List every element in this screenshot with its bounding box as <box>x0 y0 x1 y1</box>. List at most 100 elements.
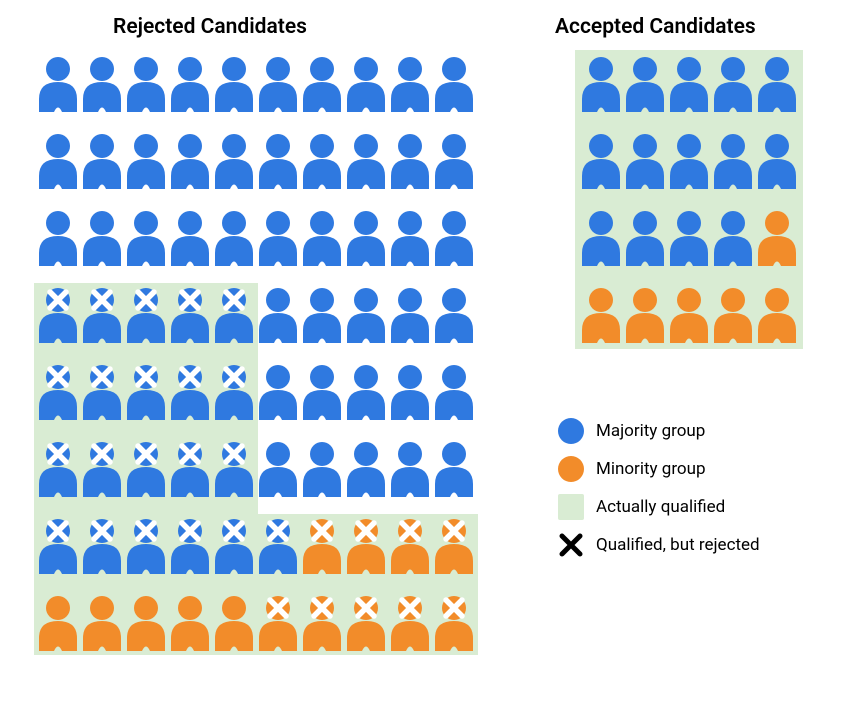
person-icon <box>581 133 621 189</box>
person-icon <box>38 518 78 574</box>
person-icon <box>713 287 753 343</box>
person-icon <box>346 210 386 266</box>
person-icon <box>214 595 254 651</box>
person-icon <box>302 518 342 574</box>
person-icon <box>170 441 210 497</box>
person-icon <box>258 595 298 651</box>
legend-qualified: Actually qualified <box>558 494 760 520</box>
person-icon <box>625 210 665 266</box>
person-icon <box>126 518 166 574</box>
person-icon <box>214 364 254 420</box>
person-icon <box>170 364 210 420</box>
person-icon <box>82 210 122 266</box>
legend-majority-label: Majority group <box>596 421 705 441</box>
infographic-stage: Rejected Candidates Accepted Candidates … <box>0 0 856 707</box>
person-icon <box>258 287 298 343</box>
person-icon <box>434 56 474 112</box>
accepted-title: Accepted Candidates <box>555 15 756 39</box>
person-icon <box>302 364 342 420</box>
person-icon <box>38 287 78 343</box>
person-icon <box>625 287 665 343</box>
person-icon <box>581 210 621 266</box>
person-icon <box>126 133 166 189</box>
person-icon <box>170 133 210 189</box>
person-icon <box>258 518 298 574</box>
person-icon <box>82 133 122 189</box>
person-icon <box>346 364 386 420</box>
person-icon <box>434 441 474 497</box>
person-icon <box>390 133 430 189</box>
legend-qualified-label: Actually qualified <box>596 497 725 517</box>
rejected-title: Rejected Candidates <box>113 15 307 39</box>
person-icon <box>258 364 298 420</box>
person-icon <box>214 287 254 343</box>
person-icon <box>669 56 709 112</box>
legend: Majority group Minority group Actually q… <box>558 418 760 570</box>
person-icon <box>669 210 709 266</box>
person-icon <box>258 56 298 112</box>
person-icon <box>434 518 474 574</box>
person-icon <box>38 210 78 266</box>
legend-minority: Minority group <box>558 456 760 482</box>
person-icon <box>434 210 474 266</box>
person-icon <box>390 364 430 420</box>
person-icon <box>434 364 474 420</box>
person-icon <box>346 441 386 497</box>
person-icon <box>390 210 430 266</box>
qualified-swatch-icon <box>558 494 584 520</box>
person-icon <box>82 56 122 112</box>
majority-swatch-icon <box>558 418 584 444</box>
legend-qualified-rejected-label: Qualified, but rejected <box>596 535 760 555</box>
person-icon <box>581 287 621 343</box>
person-icon <box>126 364 166 420</box>
person-icon <box>126 441 166 497</box>
person-icon <box>757 210 797 266</box>
minority-swatch-icon <box>558 456 584 482</box>
person-icon <box>82 441 122 497</box>
person-icon <box>258 441 298 497</box>
legend-majority: Majority group <box>558 418 760 444</box>
person-icon <box>434 287 474 343</box>
person-icon <box>625 133 665 189</box>
person-icon <box>258 210 298 266</box>
person-icon <box>258 133 298 189</box>
person-icon <box>390 441 430 497</box>
person-icon <box>302 287 342 343</box>
person-icon <box>390 56 430 112</box>
person-icon <box>82 595 122 651</box>
person-icon <box>38 441 78 497</box>
person-icon <box>170 287 210 343</box>
person-icon <box>126 287 166 343</box>
person-icon <box>757 287 797 343</box>
person-icon <box>302 595 342 651</box>
person-icon <box>713 210 753 266</box>
person-icon <box>346 56 386 112</box>
person-icon <box>302 441 342 497</box>
person-icon <box>170 56 210 112</box>
person-icon <box>126 210 166 266</box>
person-icon <box>214 518 254 574</box>
x-mark-icon <box>558 532 584 558</box>
person-icon <box>214 56 254 112</box>
person-icon <box>214 133 254 189</box>
person-icon <box>302 133 342 189</box>
person-icon <box>214 441 254 497</box>
person-icon <box>170 595 210 651</box>
person-icon <box>713 56 753 112</box>
person-icon <box>434 133 474 189</box>
person-icon <box>757 56 797 112</box>
person-icon <box>434 595 474 651</box>
person-icon <box>581 56 621 112</box>
person-icon <box>38 364 78 420</box>
legend-qualified-rejected: Qualified, but rejected <box>558 532 760 558</box>
person-icon <box>625 56 665 112</box>
person-icon <box>38 56 78 112</box>
person-icon <box>82 364 122 420</box>
person-icon <box>126 595 166 651</box>
person-icon <box>390 595 430 651</box>
person-icon <box>346 595 386 651</box>
person-icon <box>38 595 78 651</box>
person-icon <box>669 287 709 343</box>
person-icon <box>346 133 386 189</box>
person-icon <box>669 133 709 189</box>
